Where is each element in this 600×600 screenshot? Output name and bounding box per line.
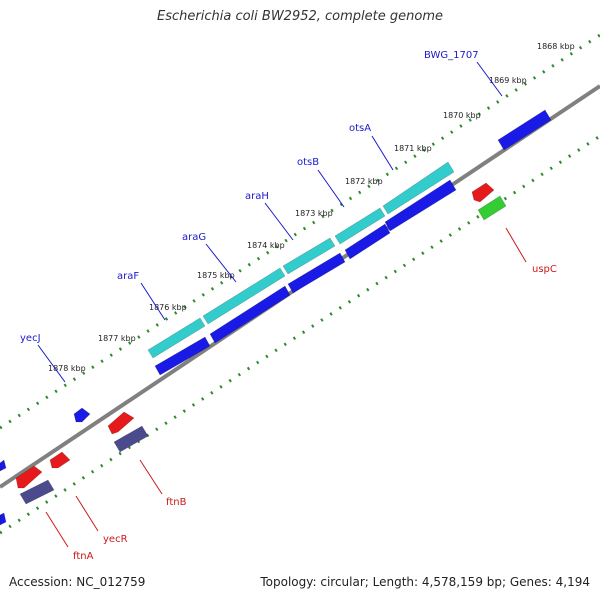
reverse-genes [15, 182, 507, 505]
gene-label-leader-line [371, 135, 394, 171]
gene-label-otsA[interactable]: otsA [349, 123, 371, 134]
gene-ftnA-slate[interactable] [19, 479, 55, 505]
gene-label-BWG_1707[interactable]: BWG_1707 [424, 50, 479, 61]
gene-otsB-block[interactable] [334, 207, 386, 245]
gene-label-araG[interactable]: araG [182, 232, 206, 243]
gene-araF-cds[interactable] [154, 336, 211, 376]
gene-araH-block[interactable] [282, 237, 336, 275]
ruler-tick-label: 1878 kbp [48, 364, 86, 373]
gene-label-otsB[interactable]: otsB [297, 157, 319, 168]
genome-stats-text: Topology: circular; Length: 4,578,159 bp… [260, 575, 590, 589]
gene-label-leader-line [37, 344, 66, 383]
gene-label-araH[interactable]: araH [245, 191, 269, 202]
ruler-tick-label: 1870 kbp [443, 111, 481, 120]
ruler-tick-label: 1869 kbp [489, 76, 527, 85]
gene-araG-cds[interactable] [209, 285, 291, 344]
gene-label-yecJ[interactable]: yecJ [20, 333, 41, 344]
ruler-tick-label: 1876 kbp [149, 303, 187, 312]
map-title: Escherichia coli BW2952, complete genome [157, 9, 443, 24]
gene-label-leader-line [476, 61, 503, 97]
accession-text: Accession: NC_012759 [9, 575, 146, 589]
gene-label-yecR[interactable]: yecR [103, 534, 128, 545]
gene-BWG_1707-cds[interactable] [497, 109, 552, 151]
gene-edge-cds[interactable] [0, 459, 7, 472]
ruler-tick-label: 1871 kbp [394, 144, 432, 153]
gene-yecR-red[interactable] [49, 451, 71, 469]
gene-yecJ-cds[interactable] [73, 407, 91, 423]
gene-otsA-cds[interactable] [384, 179, 457, 232]
ruler-tick-label: 1868 kbp [537, 42, 575, 51]
gene-uspC-green[interactable] [477, 195, 507, 221]
gene-uspC-red[interactable] [471, 182, 495, 203]
gene-label-ftnA[interactable]: ftnA [73, 551, 94, 562]
forward-genes-blue [0, 109, 552, 526]
gene-label-leader-line [317, 169, 345, 208]
gene-label-araF[interactable]: araF [117, 271, 139, 282]
outer-tick-track [0, 33, 600, 430]
ruler-tick-label: 1874 kbp [247, 241, 285, 250]
gene-edge-cds-2[interactable] [0, 512, 7, 526]
gene-label-leader-line [140, 282, 166, 321]
gene-label-uspC[interactable]: uspC [532, 264, 557, 275]
gene-label-leader-line [75, 495, 99, 532]
gene-otsA-block[interactable] [382, 161, 455, 215]
gene-ftnB-slate[interactable] [113, 425, 149, 453]
gene-araH-cds[interactable] [287, 252, 346, 294]
forward-genes-teal [147, 161, 455, 359]
gene-label-ftnB[interactable]: ftnB [166, 497, 187, 508]
gene-label-leader-line [205, 243, 237, 283]
ruler-tick-label: 1873 kbp [295, 209, 333, 218]
inner-tick-track [0, 134, 600, 535]
ruler-tick-labels: 1868 kbp 1869 kbp 1870 kbp 1871 kbp 1872 kbp… [48, 42, 575, 373]
gene-label-leader-line [139, 459, 163, 495]
gene-otsB-cds[interactable] [344, 223, 391, 260]
gene-ftnA-red[interactable] [15, 465, 43, 489]
ruler-tick-label: 1877 kbp [98, 334, 136, 343]
gene-ftnB-red[interactable] [107, 411, 135, 435]
ruler-tick-label: 1872 kbp [345, 177, 383, 186]
gene-label-leader-line [505, 227, 527, 263]
gene-labels: BWG_1707 otsA otsB araH araG araF yecJ uspC ftnB… [20, 50, 557, 562]
gene-label-leader-line [264, 202, 294, 241]
gene-label-leader-line [45, 511, 69, 548]
gene-araF-block[interactable] [147, 317, 206, 359]
gene-araG-block[interactable] [202, 267, 286, 325]
ruler-tick-label: 1875 kbp [197, 271, 235, 280]
